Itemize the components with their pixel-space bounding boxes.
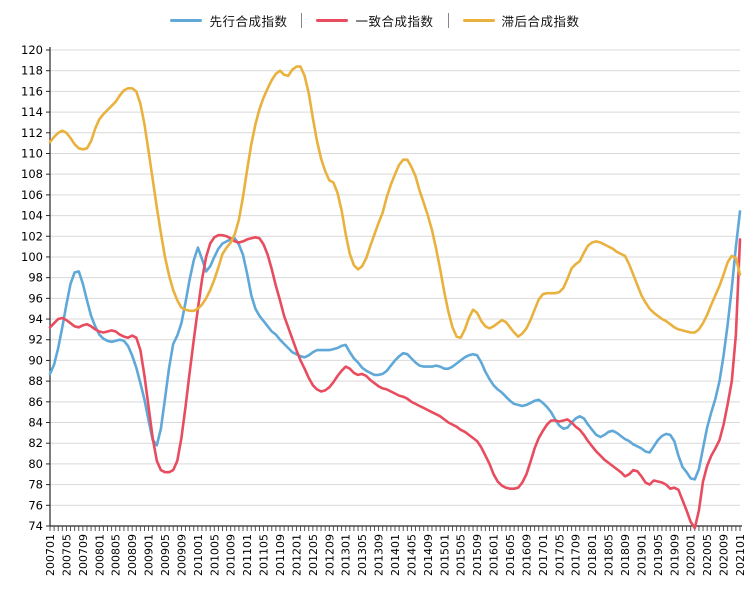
y-tick-label-120: 120: [21, 43, 43, 57]
x-tick-label-201201: 201201: [290, 534, 303, 576]
y-tick-label-98: 98: [28, 271, 43, 285]
y-axis-labels: 120 118 116 114 112 110 108 106 104 102 100 98 96 94 9…: [21, 43, 43, 533]
x-tick-label-201105: 201105: [258, 534, 271, 576]
x-tick-label-202009: 202009: [718, 534, 731, 576]
x-tick-label-201501: 201501: [438, 534, 451, 576]
y-tick-label-74: 74: [28, 519, 43, 533]
legend-item-coincident-index[interactable]: 一致合成指数: [316, 11, 433, 30]
x-tick-label-202101: 202101: [734, 534, 747, 576]
coincident-index-line-swatch: [316, 18, 349, 22]
x-tick-label-200909: 200909: [175, 534, 188, 576]
y-tick-label-90: 90: [28, 353, 43, 367]
legend-item-lagging-index[interactable]: 滞后合成指数: [462, 11, 580, 30]
x-tick-label-201909: 201909: [668, 534, 681, 576]
y-tick-label-100: 100: [21, 250, 43, 264]
y-tick-label-96: 96: [28, 291, 43, 305]
legend-item-leading-index[interactable]: 先行合成指数: [170, 11, 287, 30]
y-tick-label-114: 114: [21, 105, 43, 119]
x-tick-label-201405: 201405: [405, 534, 418, 576]
x-tick-label-201505: 201505: [455, 534, 468, 576]
y-tick-label-112: 112: [21, 126, 43, 140]
lagging-index-line: [48, 65, 742, 340]
x-tick-label-201601: 201601: [488, 534, 501, 576]
x-tick-label-201101: 201101: [241, 534, 254, 576]
x-tick-label-201901: 201901: [635, 534, 648, 576]
x-axis-labels: 200701 200705 200709 200801 200805 200809 2009…: [44, 534, 747, 576]
x-tick-label-200701: 200701: [44, 534, 57, 576]
x-tick-label-201005: 201005: [208, 534, 221, 576]
x-tick-label-201001: 201001: [192, 534, 205, 576]
y-tick-label-104: 104: [21, 209, 43, 223]
lagging-index-legend-label: 滞后合成指数: [501, 14, 580, 29]
y-tick-label-80: 80: [28, 457, 43, 471]
leading-index-legend-label: 先行合成指数: [209, 14, 288, 29]
coincident-index-line: [48, 233, 742, 530]
coincident-index-legend-label: 一致合成指数: [355, 14, 434, 29]
y-tick-label-78: 78: [28, 478, 43, 492]
x-tick-label-201205: 201205: [307, 534, 320, 576]
y-tick-label-106: 106: [21, 188, 43, 202]
x-tick-label-200809: 200809: [126, 534, 139, 576]
x-tick-label-201805: 201805: [603, 534, 616, 576]
y-tick-label-94: 94: [28, 312, 43, 326]
x-tick-label-201701: 201701: [537, 534, 550, 576]
y-tick-label-102: 102: [21, 229, 43, 243]
y-tick-label-118: 118: [21, 64, 43, 78]
x-tick-label-201301: 201301: [340, 534, 353, 576]
y-tick-label-108: 108: [21, 167, 43, 181]
x-tick-label-201609: 201609: [520, 534, 533, 576]
x-tick-label-201309: 201309: [373, 534, 386, 576]
x-tick-label-201509: 201509: [471, 534, 484, 576]
x-tick-label-201409: 201409: [422, 534, 435, 576]
y-tick-label-84: 84: [28, 416, 43, 430]
x-tick-label-201801: 201801: [586, 534, 599, 576]
leading-index-line-swatch: [170, 18, 203, 22]
x-tick-label-202005: 202005: [701, 534, 714, 576]
x-tick-label-200805: 200805: [110, 534, 123, 576]
y-tick-label-116: 116: [21, 84, 43, 98]
legend-divider: [447, 12, 449, 28]
y-tick-label-92: 92: [28, 333, 43, 347]
leading-index-line: [48, 210, 742, 481]
chart-legend: 先行合成指数 一致合成指数 滞后合成指数: [0, 8, 750, 32]
x-tick-label-202001: 202001: [685, 534, 698, 576]
x-tick-label-201905: 201905: [652, 534, 665, 576]
x-tick-label-200901: 200901: [143, 534, 156, 576]
x-tick-label-201709: 201709: [570, 534, 583, 576]
x-tick-label-201705: 201705: [553, 534, 566, 576]
y-tick-label-88: 88: [28, 374, 43, 388]
x-tick-label-201401: 201401: [389, 534, 402, 576]
x-tick-label-200705: 200705: [60, 534, 73, 576]
legend-divider: [301, 12, 303, 28]
x-tick-label-201605: 201605: [504, 534, 517, 576]
y-tick-label-86: 86: [28, 395, 43, 409]
x-axis-ticks: [49, 526, 741, 531]
x-tick-label-201809: 201809: [619, 534, 632, 576]
x-tick-label-201305: 201305: [356, 534, 369, 576]
x-tick-label-201109: 201109: [274, 534, 287, 576]
x-tick-label-201009: 201009: [225, 534, 238, 576]
lagging-index-line-swatch: [462, 18, 495, 22]
y-tick-label-110: 110: [21, 146, 43, 160]
x-tick-label-200709: 200709: [77, 534, 90, 576]
x-tick-label-200801: 200801: [93, 534, 106, 576]
y-tick-label-76: 76: [28, 498, 43, 512]
y-axis-ticks: [46, 49, 50, 527]
y-tick-label-82: 82: [28, 436, 43, 450]
x-tick-label-200905: 200905: [159, 534, 172, 576]
x-tick-label-201209: 201209: [323, 534, 336, 576]
